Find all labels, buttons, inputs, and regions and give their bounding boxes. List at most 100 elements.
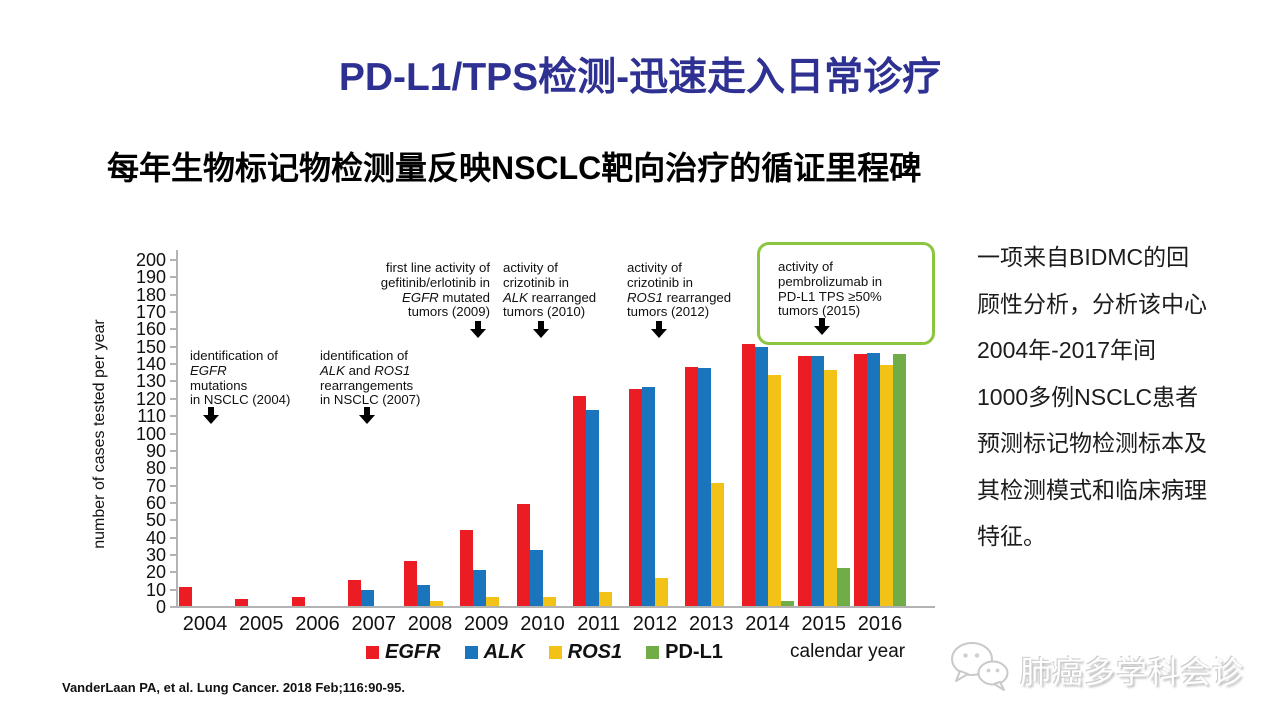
annotation-line: mutations — [190, 377, 248, 393]
legend-label: ROS1 — [567, 641, 623, 663]
x-axis-title: calendar year — [790, 641, 906, 662]
annotation-line: pembrolizumab in — [778, 273, 883, 289]
bar-egfr-2004 — [179, 586, 192, 606]
y-tick-label: 70 — [145, 475, 166, 496]
bar-alk-2012 — [642, 387, 655, 606]
annotation-crizotinib-alk-2010: activity of crizotinib in ALK rearranged tu… — [503, 260, 618, 320]
y-tick-mark — [170, 432, 176, 435]
y-tick-mark — [170, 501, 176, 504]
bar-ros1-2008 — [430, 600, 443, 606]
side-text-line: 1000多例NSCLC患者 — [977, 383, 1199, 410]
y-tick-mark — [170, 345, 176, 348]
annotation-line: identification of — [320, 348, 408, 363]
bar-alk-2014 — [754, 347, 768, 606]
x-tick-label: 2004 — [182, 613, 228, 635]
y-tick-mark — [170, 415, 176, 418]
y-tick-mark — [170, 328, 176, 331]
x-tick-label: 2016 — [857, 613, 903, 635]
y-tick-label: 80 — [145, 458, 166, 479]
y-tick-label: 20 — [145, 562, 166, 583]
bar-egfr-2011 — [572, 396, 586, 606]
annotation-line: ROS1 rearranged — [627, 289, 732, 305]
annotation-line: ALK and ROS1 — [320, 362, 411, 378]
x-tick-label: 2008 — [407, 613, 453, 635]
annotation-line: EGFR — [190, 362, 227, 378]
annotation-line: crizotinib in — [627, 274, 693, 290]
annotation-line: identification of — [190, 348, 278, 363]
bar-alk-2008 — [417, 585, 430, 606]
y-tick-mark — [170, 553, 176, 556]
y-tick-mark — [170, 467, 176, 470]
bar-ros1-2010 — [542, 597, 556, 606]
bar-ros1-2012 — [655, 578, 668, 606]
y-tick-mark — [170, 380, 176, 383]
y-tick-label: 50 — [145, 510, 166, 531]
annotation-line: EGFR mutated — [402, 289, 490, 305]
legend-item-ros1: ROS1 — [548, 641, 623, 664]
y-tick-label: 160 — [135, 319, 166, 340]
bar-ros1-2013 — [711, 482, 725, 606]
citation: VanderLaan PA, et al. Lung Cancer. 2018 … — [62, 680, 405, 695]
annotation-line: PD-L1 TPS ≥50% — [778, 288, 882, 304]
y-tick-label: 120 — [135, 388, 166, 409]
bar-egfr-2010 — [516, 503, 530, 606]
bar-alk-2011 — [585, 409, 599, 606]
down-arrow-icon — [470, 321, 486, 338]
y-tick-label: 10 — [145, 579, 166, 600]
side-text-line: 一项来自BIDMC的回 — [977, 244, 1190, 270]
highlight-box — [757, 242, 935, 345]
legend-swatch-ros1 — [548, 646, 562, 659]
wechat-chat-bubbles-icon — [948, 639, 1010, 700]
annotation-line: rearrangements — [320, 377, 414, 393]
down-arrow-icon — [533, 321, 549, 338]
bar-alk-2015 — [810, 356, 824, 606]
x-tick-label: 2006 — [295, 613, 340, 635]
side-text-line: 特征。 — [977, 523, 1046, 549]
y-tick-label: 40 — [145, 527, 166, 548]
annotation-line: ALK rearranged — [503, 289, 597, 305]
y-tick-label: 190 — [135, 267, 166, 288]
x-tick-label: 2007 — [351, 613, 397, 635]
bar-alk-2013 — [698, 368, 712, 606]
bar-pd-l1-2016 — [893, 354, 906, 606]
annotation-line: first line activity of — [385, 260, 490, 275]
annotation-line: crizotinib in — [503, 274, 569, 290]
down-arrow-icon — [359, 407, 375, 424]
bar-pd-l1-2015 — [836, 567, 850, 606]
y-axis-title: number of cases tested per year — [91, 319, 108, 549]
annotation-line: tumors (2010) — [503, 304, 586, 320]
y-tick-label: 90 — [145, 440, 166, 461]
bar-egfr-2007 — [347, 579, 361, 606]
y-tick-mark — [170, 397, 176, 400]
down-arrow-icon — [814, 318, 830, 335]
legend-item-egfr: EGFR — [366, 641, 441, 664]
y-tick-mark — [170, 363, 176, 366]
legend-label: PD-L1 — [665, 641, 723, 663]
x-tick-label: 2005 — [239, 613, 284, 635]
annotation-line: in NSCLC (2007) — [320, 392, 421, 408]
annotation-line: gefitinib/erlotinib in — [380, 274, 490, 290]
y-tick-label: 140 — [135, 354, 166, 375]
y-tick-mark — [170, 484, 176, 487]
bar-egfr-2005 — [235, 599, 249, 606]
y-tick-mark — [170, 311, 176, 314]
y-tick-label: 200 — [135, 250, 166, 270]
annotation-identification-egfr-2004: identification of EGFR mutations in NSCLC (… — [190, 348, 310, 408]
annotation-line: activity of — [627, 260, 682, 275]
y-tick-label: 170 — [135, 302, 166, 323]
y-tick-mark — [170, 293, 176, 296]
legend-swatch-pd-l1 — [646, 646, 660, 659]
bar-egfr-2015 — [797, 356, 811, 606]
down-arrow-icon — [203, 407, 219, 424]
y-tick-mark — [170, 571, 176, 574]
legend-swatch-egfr — [366, 646, 379, 659]
annotation-pembrolizumab-2015: activity of pembrolizumab in PD-L1 TPS ≥50… — [778, 259, 920, 319]
y-tick-label: 60 — [145, 492, 166, 513]
side-text-line: 2004年-2017年间 — [977, 337, 1156, 363]
side-text-line: 其检测模式和临床病理 — [977, 476, 1207, 503]
bar-ros1-2014 — [767, 375, 781, 606]
y-tick-mark — [170, 449, 176, 452]
y-tick-label: 0 — [155, 597, 166, 617]
